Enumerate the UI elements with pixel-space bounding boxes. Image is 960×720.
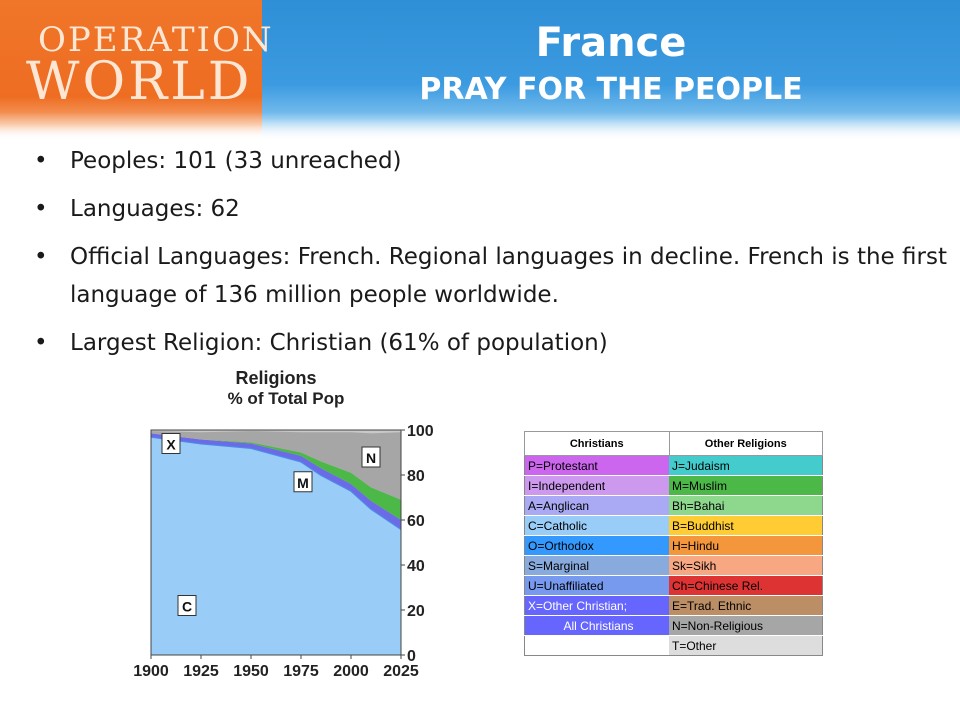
page-subtitle: PRAY FOR THE PEOPLE bbox=[419, 72, 803, 107]
legend-christian-cell: U=Unaffiliated bbox=[524, 575, 669, 596]
area-non-religious bbox=[151, 431, 401, 500]
legend-christian-cell: X=Other Christian; bbox=[524, 595, 669, 616]
legend-christian-cell: O=Orthodox bbox=[524, 535, 669, 556]
legend-row: P=Protestant J=Judaism bbox=[524, 455, 823, 476]
area-muslim bbox=[151, 433, 401, 520]
legend-christian-cell: S=Marginal bbox=[524, 555, 669, 576]
header-brush-fade bbox=[0, 112, 960, 140]
legend-row: S=Marginal Sk=Sikh bbox=[524, 555, 823, 576]
legend-christian-cell: A=Anglican bbox=[524, 495, 669, 516]
bullet-dot: • bbox=[34, 148, 48, 174]
logo-line-2: WORLD bbox=[26, 52, 253, 112]
chart-title: Religions bbox=[235, 368, 316, 388]
bullet-official-languages-text: Official Languages: French. Regional lan… bbox=[70, 244, 947, 308]
legend-christian-cell bbox=[524, 635, 669, 656]
region-label-box bbox=[293, 471, 313, 493]
legend-row: All Christians N=Non-Religious bbox=[524, 615, 823, 636]
bullet-official-languages: • Official Languages: French. Regional la… bbox=[30, 238, 950, 314]
legend-other-cell: T=Other bbox=[669, 635, 823, 656]
region-label-box bbox=[361, 446, 381, 468]
y-tick-label: 100 bbox=[407, 423, 434, 440]
legend-other-cell: Ch=Chinese Rel. bbox=[669, 575, 823, 596]
page-title: France bbox=[535, 20, 687, 66]
legend-row: I=Independent M=Muslim bbox=[524, 475, 823, 496]
legend-header-other: Other Religions bbox=[668, 431, 823, 456]
bullet-languages-text: Languages: 62 bbox=[70, 196, 240, 222]
y-tick-label: 0 bbox=[407, 648, 416, 665]
legend-other-cell: N=Non-Religious bbox=[669, 615, 823, 636]
legend-christian-cell: I=Independent bbox=[524, 475, 669, 496]
legend-header-christians: Christians bbox=[524, 431, 670, 456]
legend-christian-cell: C=Catholic bbox=[524, 515, 669, 536]
area-catholic bbox=[151, 436, 401, 655]
y-tick-label: 60 bbox=[407, 513, 425, 530]
x-tick-label: 1950 bbox=[233, 663, 269, 680]
legend-row: C=Catholic B=Buddhist bbox=[524, 515, 823, 536]
bullet-list: • Peoples: 101 (33 unreached) • Languages:… bbox=[30, 142, 950, 372]
legend-other-cell: Sk=Sikh bbox=[669, 555, 823, 576]
legend-other-cell: Bh=Bahai bbox=[669, 495, 823, 516]
header-banner: OPERATION WORLD France PRAY FOR THE PEOP… bbox=[0, 0, 960, 140]
bullet-languages: • Languages: 62 bbox=[30, 190, 950, 228]
bullet-religion-text: Largest Religion: Christian (61% of popu… bbox=[70, 330, 608, 356]
region-label-c: C bbox=[182, 599, 192, 615]
legend-christian-cell: P=Protestant bbox=[524, 455, 669, 476]
region-label-m: M bbox=[297, 475, 309, 491]
y-tick-label: 40 bbox=[407, 558, 425, 575]
x-tick-label: 2025 bbox=[383, 663, 419, 680]
region-label-n: N bbox=[366, 450, 376, 466]
region-label-box bbox=[177, 595, 197, 616]
religion-legend-table: Christians Other Religions P=Protestant J… bbox=[524, 431, 823, 656]
x-tick-label: 1925 bbox=[183, 663, 219, 680]
legend-row: O=Orthodox H=Hindu bbox=[524, 535, 823, 556]
bullet-dot: • bbox=[34, 330, 48, 356]
logo-line-1: OPERATION bbox=[38, 20, 274, 60]
chart-subtitle: % of Total Pop bbox=[228, 389, 345, 408]
legend-row: X=Other Christian; E=Trad. Ethnic bbox=[524, 595, 823, 616]
legend-other-cell: B=Buddhist bbox=[669, 515, 823, 536]
bullet-dot: • bbox=[34, 196, 48, 222]
legend-christian-cell: All Christians bbox=[524, 615, 669, 636]
area-other-christian bbox=[151, 433, 401, 529]
bullet-dot: • bbox=[34, 244, 48, 270]
legend-other-cell: H=Hindu bbox=[669, 535, 823, 556]
legend-other-cell: E=Trad. Ethnic bbox=[669, 595, 823, 616]
y-tick-label: 20 bbox=[407, 603, 425, 620]
legend-row: A=Anglican Bh=Bahai bbox=[524, 495, 823, 516]
legend-body: P=Protestant J=Judaism I=Independent M=Musl… bbox=[524, 455, 823, 656]
region-label-box bbox=[161, 433, 181, 454]
region-label-x: X bbox=[166, 437, 176, 453]
legend-row: U=Unaffiliated Ch=Chinese Rel. bbox=[524, 575, 823, 596]
y-tick-label: 80 bbox=[407, 468, 425, 485]
x-tick-label: 1975 bbox=[283, 663, 319, 680]
chart-frame bbox=[150, 429, 402, 656]
x-tick-label: 1900 bbox=[133, 663, 169, 680]
legend-row: T=Other bbox=[524, 635, 823, 656]
bullet-peoples: • Peoples: 101 (33 unreached) bbox=[30, 142, 950, 180]
bullet-religion: • Largest Religion: Christian (61% of pop… bbox=[30, 324, 950, 362]
legend-other-cell: J=Judaism bbox=[669, 455, 823, 476]
legend-other-cell: M=Muslim bbox=[669, 475, 823, 496]
x-tick-label: 2000 bbox=[333, 663, 369, 680]
bullet-peoples-text: Peoples: 101 (33 unreached) bbox=[70, 148, 402, 174]
